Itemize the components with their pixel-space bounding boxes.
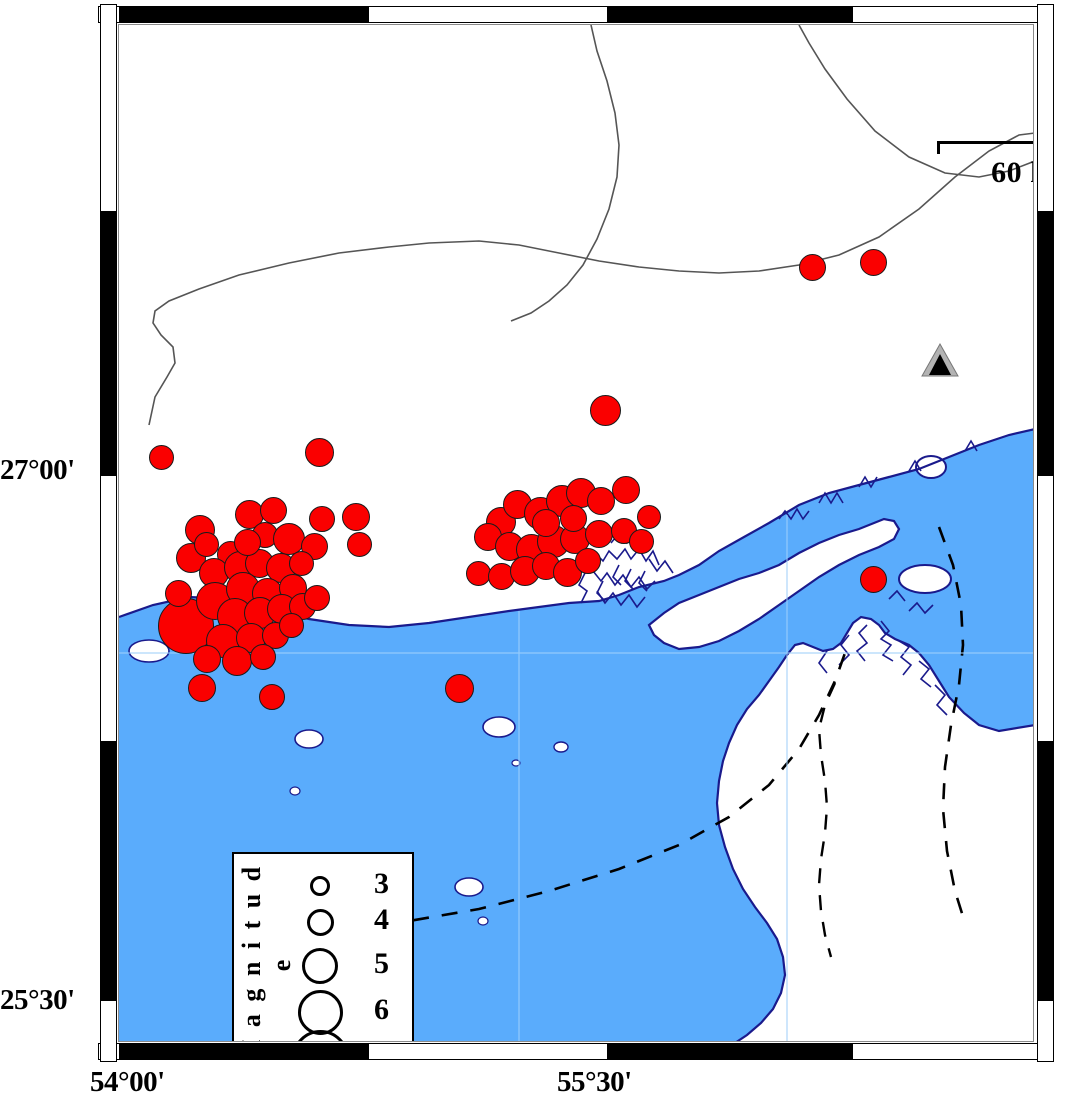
epicenter-marker[interactable] [304, 585, 330, 611]
axis-top-tick-1 [607, 7, 853, 22]
lon-tick-label-55-30: 55°30' [557, 1066, 632, 1098]
epicenter-marker[interactable] [288, 550, 314, 576]
lon-tick-label-54: 54°00' [90, 1066, 165, 1098]
coastline-north [119, 428, 1033, 629]
axis-bottom-tick-0 [119, 1044, 369, 1059]
legend-circle-m7 [291, 1029, 349, 1041]
axis-top [98, 6, 1054, 23]
boundary-dashed-peninsula [817, 682, 837, 958]
musandam-fjord-detail [818, 589, 948, 716]
map-plot-area[interactable]: 60 km M a g n i t u d e 34 5 6 7 [118, 24, 1034, 1042]
island-small-g [289, 786, 301, 796]
epicenter-marker[interactable] [342, 503, 370, 531]
legend-circle-m5 [302, 948, 338, 984]
axis-left-tick-0 [101, 211, 116, 476]
legend-value-m4: 4 [374, 903, 389, 936]
epicenter-marker[interactable] [273, 523, 305, 555]
epicenter-marker[interactable] [859, 248, 887, 276]
epicenter-marker[interactable] [532, 509, 560, 537]
station-triangle-icon[interactable] [921, 343, 959, 377]
magnitude-legend[interactable]: M a g n i t u d e 34 5 6 7 [232, 852, 414, 1042]
axis-bottom-tick-1 [607, 1044, 853, 1059]
epicenter-marker[interactable] [188, 674, 216, 702]
epicenter-marker[interactable] [559, 504, 587, 532]
lat-tick-label-27-00: 27°00' [0, 454, 75, 486]
axis-right-tick-0 [1038, 211, 1053, 476]
legend-value-m7: 7 [374, 1039, 389, 1041]
contour-line-topright [798, 25, 1033, 178]
epicenter-marker[interactable] [259, 496, 287, 524]
epicenter-marker[interactable] [193, 531, 219, 557]
epicenter-marker[interactable] [309, 506, 335, 532]
epicenter-marker[interactable] [233, 528, 261, 556]
epicenter-marker[interactable] [798, 253, 826, 281]
epicenter-marker[interactable] [346, 531, 372, 557]
island-small-c [128, 639, 170, 663]
island-small-b [294, 729, 324, 749]
legend-title: M a g n i t u d e [237, 863, 296, 1042]
epicenter-marker[interactable] [444, 673, 474, 703]
musandam-peninsula [715, 615, 1033, 1041]
epicenter-marker[interactable] [628, 528, 654, 554]
scale-bar: 60 km [937, 141, 1033, 193]
epicenter-marker[interactable] [250, 644, 276, 670]
island-small-d [454, 877, 484, 897]
axis-right [1037, 4, 1054, 1062]
axis-right-tick-1 [1038, 741, 1053, 1001]
epicenter-marker[interactable] [193, 645, 221, 673]
epicenter-marker[interactable] [585, 520, 613, 548]
epicenter-marker[interactable] [304, 437, 334, 467]
island-small-e [553, 741, 569, 753]
coastline-northeast-detail [778, 439, 978, 521]
scale-bar-line [937, 141, 1033, 144]
legend-circle-m3 [310, 876, 330, 896]
island-hormuz [898, 564, 952, 594]
epicenter-marker[interactable] [465, 560, 491, 586]
contour-line-upper [510, 25, 620, 322]
axis-top-tick-0 [119, 7, 369, 22]
scale-bar-tick-left [937, 141, 940, 154]
island-small-a [482, 716, 516, 738]
qeshm-island [647, 517, 901, 651]
contour-line-north [148, 132, 1033, 426]
boundary-dashed-east [937, 526, 967, 924]
island-small-h [477, 916, 489, 926]
scale-bar-label: 60 km [991, 156, 1033, 189]
boundary-dashed-gulf [298, 652, 847, 943]
island-small-f [511, 759, 521, 767]
epicenter-marker[interactable] [148, 444, 174, 470]
axis-left [100, 4, 117, 1062]
axis-bottom [98, 1043, 1054, 1060]
legend-value-m3: 3 [374, 867, 389, 900]
epicenter-marker[interactable] [612, 476, 640, 504]
axis-left-tick-1 [101, 741, 116, 1001]
epicenter-marker[interactable] [859, 565, 887, 593]
legend-circle-m4 [306, 908, 334, 936]
legend-value-m5: 5 [374, 947, 389, 980]
epicenter-marker[interactable] [637, 505, 661, 529]
map-frame: 60 km M a g n i t u d e 34 5 6 7 [98, 4, 1054, 1062]
epicenter-marker[interactable] [259, 684, 285, 710]
epicenter-marker[interactable] [589, 394, 621, 426]
epicenter-marker[interactable] [587, 487, 615, 515]
legend-circle-m6 [297, 989, 343, 1035]
epicenter-marker[interactable] [222, 646, 252, 676]
epicenter-marker[interactable] [575, 548, 601, 574]
epicenter-marker[interactable] [278, 612, 304, 638]
epicenter-marker[interactable] [164, 579, 192, 607]
legend-value-m6: 6 [374, 993, 389, 1026]
lat-tick-label-25-30: 25°30' [0, 984, 75, 1016]
